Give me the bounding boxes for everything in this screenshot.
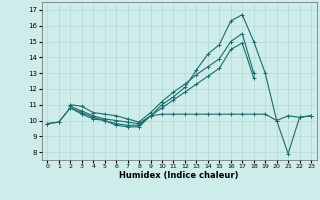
X-axis label: Humidex (Indice chaleur): Humidex (Indice chaleur): [119, 171, 239, 180]
